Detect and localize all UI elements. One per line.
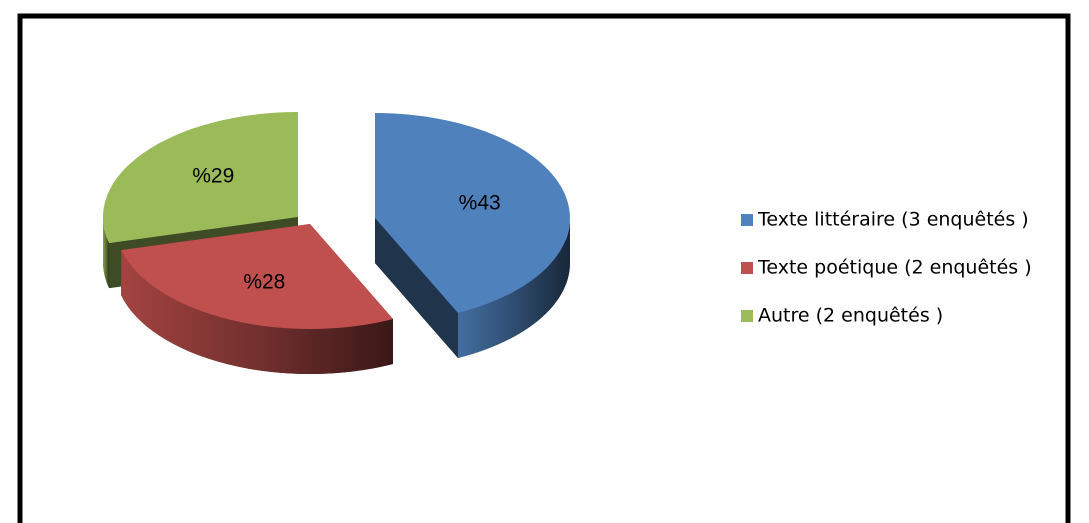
legend-swatch bbox=[741, 214, 753, 226]
slice-side bbox=[458, 218, 570, 358]
slice-side bbox=[121, 250, 393, 374]
data-label: %29 bbox=[192, 165, 234, 188]
legend-label: Texte littéraire (3 enquêtés ) bbox=[757, 209, 1029, 231]
legend-swatch bbox=[741, 262, 753, 274]
data-label: %28 bbox=[243, 270, 285, 293]
slice-side bbox=[102, 217, 110, 289]
slice-cut-face bbox=[375, 218, 458, 358]
legend-swatch bbox=[741, 310, 753, 322]
slice bbox=[102, 112, 298, 244]
legend-label: Autre (2 enquêtés ) bbox=[758, 305, 943, 327]
legend-label: Texte poétique (2 enquêtés ) bbox=[757, 257, 1032, 279]
slice bbox=[375, 113, 570, 313]
slice bbox=[121, 224, 393, 329]
data-label: %43 bbox=[459, 191, 501, 214]
